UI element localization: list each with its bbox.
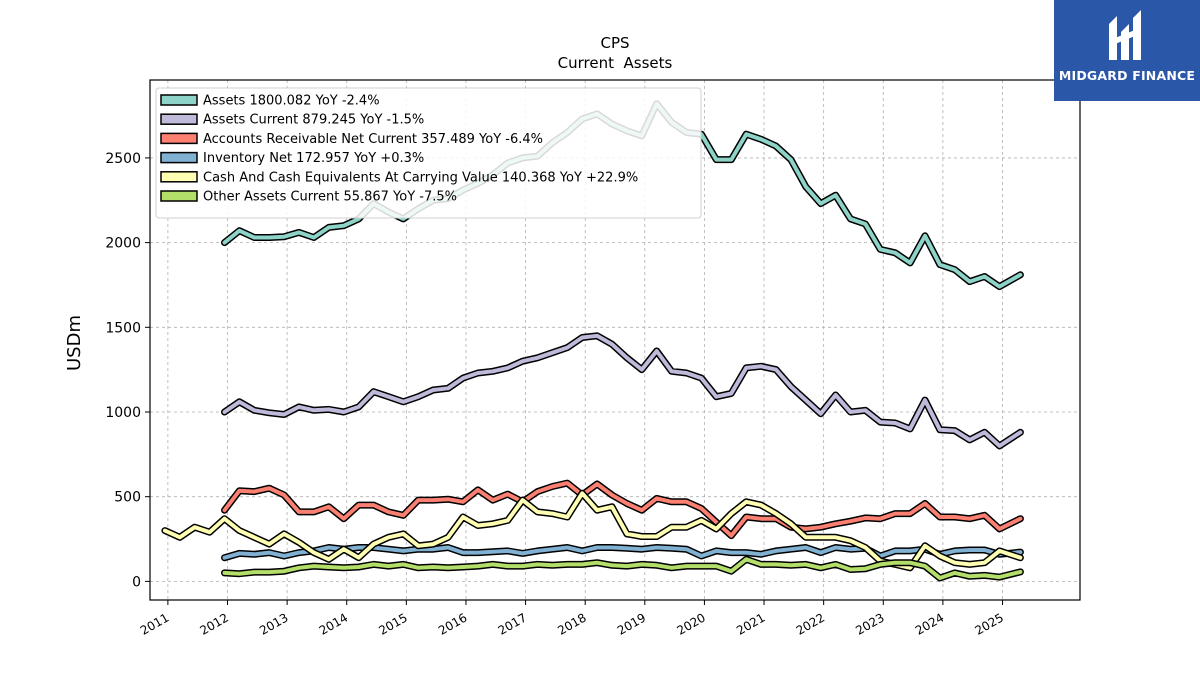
x-tick-label: 2011 (138, 610, 171, 637)
x-tick-label: 2012 (198, 610, 231, 637)
x-ticks: 2011 2012 2013 2014 2015 2016 2017 2018 2019 2020… (138, 600, 1006, 638)
series-stroke (222, 333, 1023, 448)
legend-label: Assets 1800.082 YoY -2.4% (203, 94, 380, 109)
legend-label: Cash And Cash Equivalents At Carrying Va… (203, 170, 638, 185)
chart-title: CPS (600, 34, 629, 52)
plot-frame (149, 79, 1081, 601)
y-tick-label: 2000 (105, 236, 141, 252)
x-tick-label: 2016 (436, 610, 469, 637)
x-tick-label: 2017 (496, 610, 529, 637)
y-ticks: 0 500 1000 1500 2000 2500 (105, 151, 150, 590)
series-stroke (222, 545, 1023, 560)
x-tick-label: 2015 (376, 610, 409, 637)
y-tick-label: 1000 (105, 405, 141, 421)
y-tick-label: 0 (132, 574, 141, 590)
x-tick-label: 2025 (973, 610, 1006, 637)
series-stroke (162, 491, 1023, 570)
series-line-3 (221, 544, 1024, 562)
x-tick-label: 2022 (794, 610, 827, 637)
logo-mark-icon (1109, 10, 1141, 60)
x-tick-label: 2024 (913, 610, 946, 637)
x-tick-label: 2014 (317, 610, 350, 637)
chart-subtitle: Current Assets (558, 54, 673, 72)
y-axis-label: USDm (64, 315, 85, 371)
series-line-4 (161, 489, 1024, 572)
y-tick-label: 1500 (105, 320, 141, 336)
x-tick-label: 2019 (615, 610, 648, 637)
legend: Assets 1800.082 YoY -2.4% Assets Current … (155, 87, 702, 219)
x-tick-label: 2018 (555, 610, 588, 637)
legend-swatch (160, 151, 198, 164)
series-stroke (222, 481, 1023, 538)
legend-label: Assets Current 879.245 YoY -1.5% (203, 113, 424, 128)
y-tick-label: 2500 (105, 151, 141, 167)
legend-label: Inventory Net 172.957 YoY +0.3% (203, 151, 424, 166)
series-line-5 (221, 555, 1024, 582)
series-line-2 (221, 479, 1024, 540)
legend-box (155, 87, 702, 219)
x-tick-label: 2013 (257, 610, 290, 637)
legend-label: Accounts Receivable Net Current 357.489 … (203, 132, 543, 147)
x-tick-label: 2021 (734, 610, 767, 637)
legend-swatch (160, 113, 198, 125)
x-tick-label: 2020 (674, 610, 707, 637)
legend-swatch (160, 190, 198, 202)
series-line-1 (221, 332, 1024, 450)
brand-logo: MIDGARD FINANCE (1054, 0, 1200, 101)
series-lines (161, 100, 1024, 582)
series-stroke (222, 557, 1023, 580)
legend-swatch (160, 132, 198, 145)
legend-swatch (160, 94, 198, 106)
legend-swatch (160, 171, 198, 183)
x-tick-label: 2023 (853, 610, 886, 637)
y-tick-label: 500 (114, 490, 141, 506)
logo-text: MIDGARD FINANCE (1058, 68, 1196, 83)
legend-label: Other Assets Current 55.867 YoY -7.5% (203, 190, 457, 205)
